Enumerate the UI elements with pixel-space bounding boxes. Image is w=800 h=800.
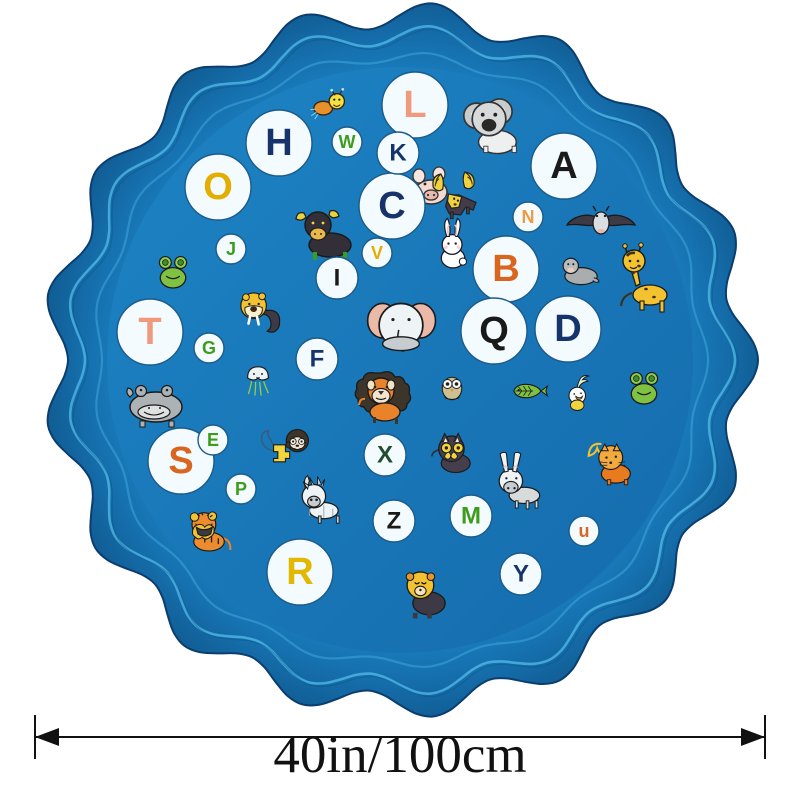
svg-text:40in/100cm: 40in/100cm: [273, 726, 526, 784]
